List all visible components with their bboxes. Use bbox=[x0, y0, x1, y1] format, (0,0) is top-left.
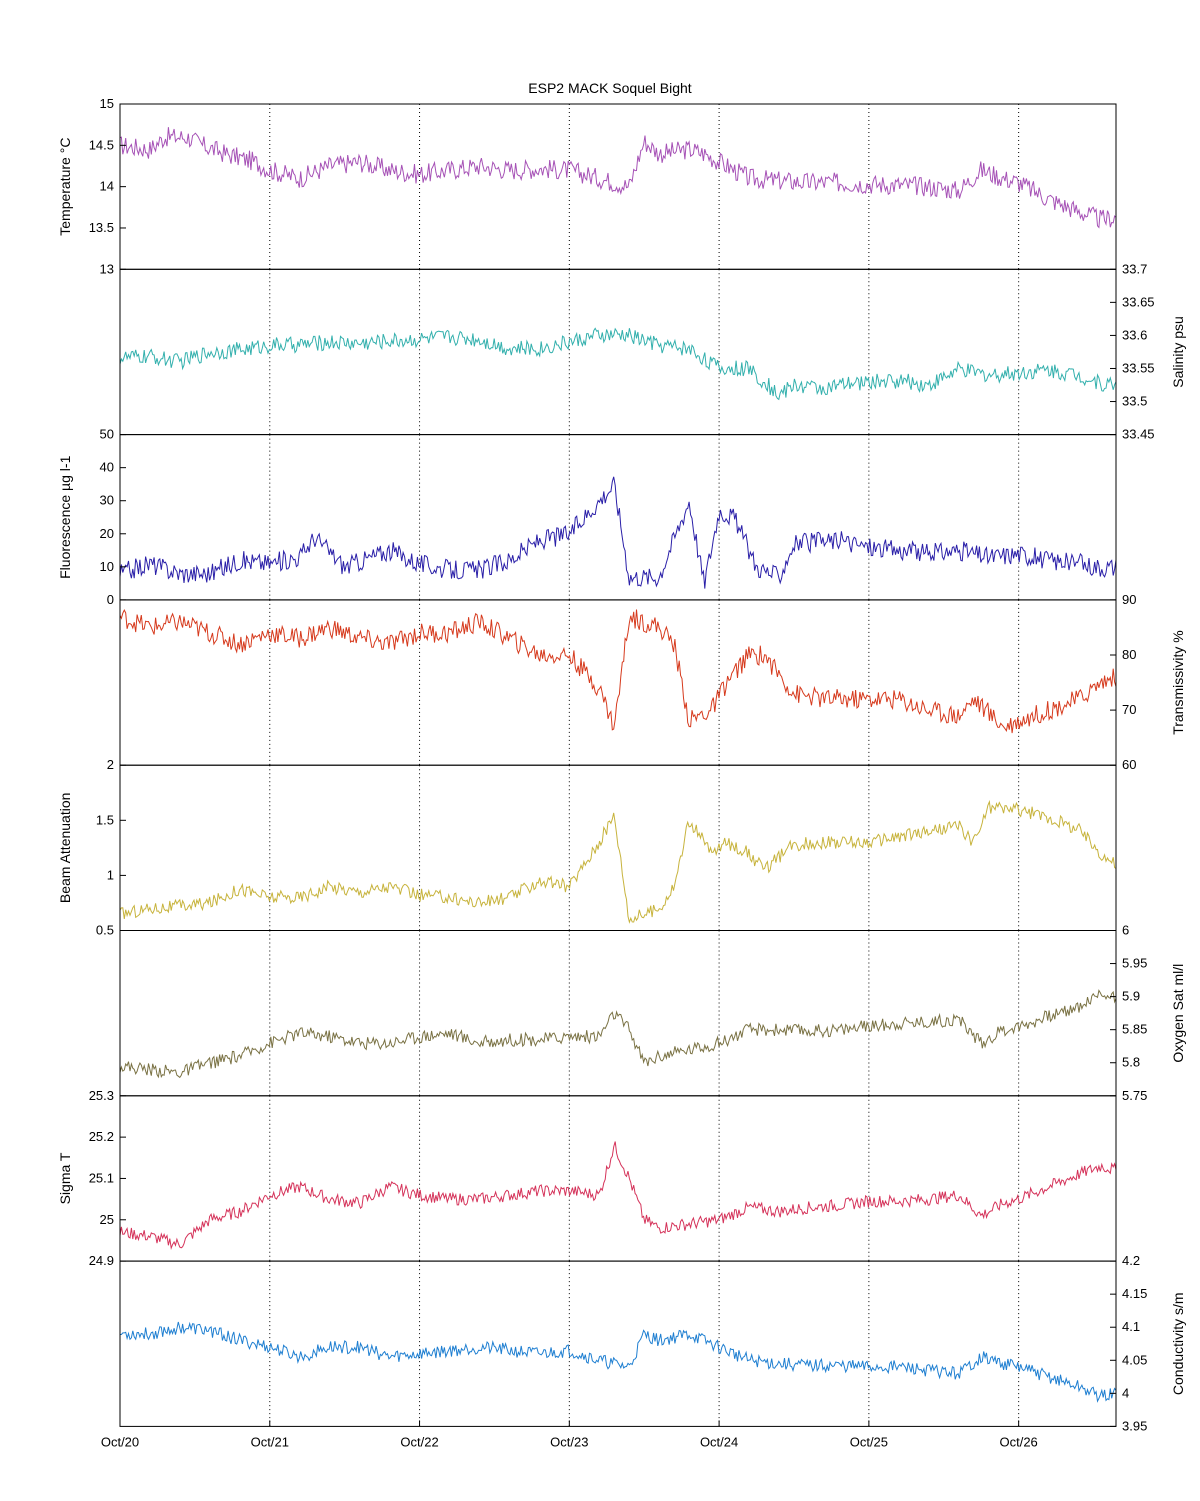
ytick-label-oxygen-sat-5: 6 bbox=[1122, 923, 1129, 938]
ylabel-beam-attenuation: Beam Attenuation bbox=[57, 793, 73, 904]
ytick-label-sigma-t-3: 25.2 bbox=[89, 1129, 114, 1144]
xtick-label-6: Oct/26 bbox=[999, 1434, 1037, 1449]
ytick-label-oxygen-sat-3: 5.9 bbox=[1122, 989, 1140, 1004]
ytick-label-salinity-5: 33.7 bbox=[1122, 261, 1147, 276]
xtick-label-1: Oct/21 bbox=[251, 1434, 289, 1449]
series-line-sigma-t bbox=[119, 1141, 1117, 1251]
series-line-temperature bbox=[119, 127, 1117, 229]
ytick-label-fluorescence-5: 50 bbox=[100, 427, 114, 442]
ylabel-sigma-t: Sigma T bbox=[57, 1152, 73, 1204]
ytick-label-conductivity-3: 4.1 bbox=[1122, 1319, 1140, 1334]
xtick-label-5: Oct/25 bbox=[850, 1434, 888, 1449]
ytick-label-temperature-4: 15 bbox=[100, 96, 114, 111]
ylabel-transmissivity: Transmissivity % bbox=[1170, 630, 1186, 735]
panel-frame-conductivity bbox=[119, 1260, 1117, 1427]
ytick-label-oxygen-sat-2: 5.85 bbox=[1122, 1022, 1147, 1037]
ytick-label-salinity-1: 33.5 bbox=[1122, 394, 1147, 409]
ytick-label-sigma-t-2: 25.1 bbox=[89, 1170, 114, 1185]
ytick-label-transmissivity-3: 90 bbox=[1122, 592, 1136, 607]
ytick-label-fluorescence-1: 10 bbox=[100, 559, 114, 574]
ytick-label-conductivity-2: 4.05 bbox=[1122, 1352, 1147, 1367]
ytick-label-beam-attenuation-2: 1.5 bbox=[96, 812, 114, 827]
ylabel-salinity: Salinity psu bbox=[1170, 316, 1186, 388]
ytick-label-temperature-0: 13 bbox=[100, 261, 114, 276]
ytick-label-sigma-t-4: 25.3 bbox=[89, 1088, 114, 1103]
ytick-label-transmissivity-2: 80 bbox=[1122, 647, 1136, 662]
ytick-label-transmissivity-1: 70 bbox=[1122, 702, 1136, 717]
series-line-salinity bbox=[119, 327, 1117, 401]
ytick-label-sigma-t-1: 25 bbox=[100, 1212, 114, 1227]
ytick-label-salinity-0: 33.45 bbox=[1122, 427, 1155, 442]
ytick-label-beam-attenuation-3: 2 bbox=[107, 757, 114, 772]
ytick-label-conductivity-5: 4.2 bbox=[1122, 1253, 1140, 1268]
series-line-beam-attenuation bbox=[119, 799, 1117, 924]
series-line-fluorescence bbox=[119, 476, 1117, 589]
ytick-label-oxygen-sat-1: 5.8 bbox=[1122, 1055, 1140, 1070]
xtick-label-0: Oct/20 bbox=[101, 1434, 139, 1449]
ytick-label-salinity-3: 33.6 bbox=[1122, 327, 1147, 342]
ytick-label-fluorescence-4: 40 bbox=[100, 460, 114, 475]
ytick-label-conductivity-1: 4 bbox=[1122, 1385, 1129, 1400]
ytick-label-salinity-4: 33.65 bbox=[1122, 294, 1155, 309]
ytick-label-temperature-1: 13.5 bbox=[89, 220, 114, 235]
ylabel-conductivity: Conductivity s/m bbox=[1170, 1292, 1186, 1395]
xtick-label-4: Oct/24 bbox=[700, 1434, 738, 1449]
ytick-label-beam-attenuation-0: 0.5 bbox=[96, 923, 114, 938]
ytick-label-fluorescence-3: 30 bbox=[100, 493, 114, 508]
ylabel-fluorescence: Fluorescence µg l-1 bbox=[57, 455, 73, 578]
ytick-label-oxygen-sat-0: 5.75 bbox=[1122, 1088, 1147, 1103]
ylabel-temperature: Temperature °C bbox=[57, 138, 73, 236]
xtick-label-3: Oct/23 bbox=[550, 1434, 588, 1449]
series-line-conductivity bbox=[120, 1321, 1117, 1403]
figure-title: ESP2 MACK Soquel Bight bbox=[528, 80, 692, 96]
ytick-label-fluorescence-0: 0 bbox=[107, 592, 114, 607]
ylabel-oxygen-sat: Oxygen Sat ml/l bbox=[1170, 964, 1186, 1063]
ytick-label-temperature-2: 14 bbox=[100, 179, 114, 194]
series-line-transmissivity bbox=[119, 608, 1117, 734]
ytick-label-oxygen-sat-4: 5.95 bbox=[1122, 956, 1147, 971]
ytick-label-fluorescence-2: 20 bbox=[100, 526, 114, 541]
ytick-label-conductivity-0: 3.95 bbox=[1122, 1418, 1147, 1433]
ytick-label-temperature-3: 14.5 bbox=[89, 137, 114, 152]
series-line-oxygen-sat bbox=[119, 989, 1117, 1079]
xtick-label-2: Oct/22 bbox=[400, 1434, 438, 1449]
ytick-label-beam-attenuation-1: 1 bbox=[107, 867, 114, 882]
ytick-label-sigma-t-0: 24.9 bbox=[89, 1253, 114, 1268]
ytick-label-transmissivity-0: 60 bbox=[1122, 757, 1136, 772]
ytick-label-conductivity-4: 4.15 bbox=[1122, 1286, 1147, 1301]
ytick-label-salinity-2: 33.55 bbox=[1122, 360, 1155, 375]
